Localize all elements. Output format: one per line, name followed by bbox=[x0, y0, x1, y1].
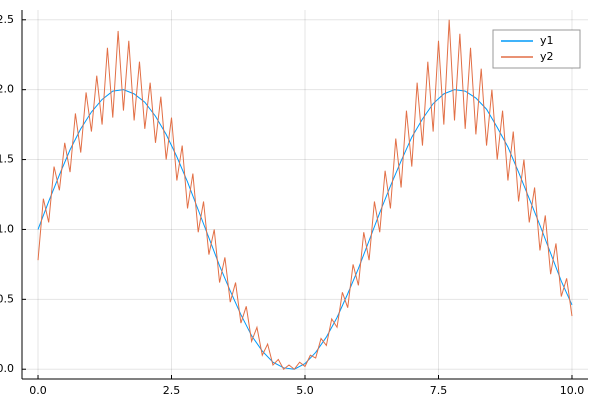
y-tick-label: 0.0 bbox=[0, 362, 14, 375]
y-tick-label: 0.5 bbox=[0, 292, 14, 305]
series-line bbox=[37, 89, 573, 370]
y-tick-label: 1.0 bbox=[0, 222, 14, 235]
x-tick-label: 10.0 bbox=[560, 384, 585, 397]
x-tick-label: 7.5 bbox=[430, 384, 448, 397]
y-tick-label: 2.5 bbox=[0, 13, 14, 26]
y-tick-label: 1.5 bbox=[0, 153, 14, 166]
x-tick-label: 2.5 bbox=[163, 384, 181, 397]
x-tick-label: 0.0 bbox=[29, 384, 47, 397]
legend-box bbox=[492, 29, 581, 69]
y-tick-label: 2.0 bbox=[0, 83, 14, 96]
legend-label: y2 bbox=[540, 50, 554, 63]
x-tick-label: 5.0 bbox=[296, 384, 314, 397]
legend-label: y1 bbox=[540, 34, 554, 47]
series-line bbox=[37, 19, 573, 370]
